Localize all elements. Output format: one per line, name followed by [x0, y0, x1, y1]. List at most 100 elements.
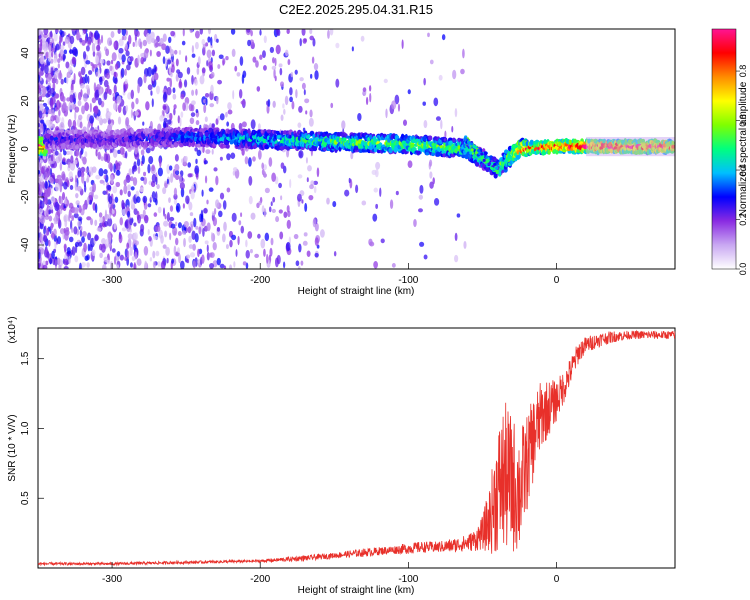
spectrogram-noise-cell: [230, 29, 236, 35]
spectrogram-noise-cell: [57, 63, 61, 69]
spectrogram-noise-cell: [119, 189, 123, 196]
spectrogram-noise-cell: [280, 114, 284, 121]
spectrogram-signal-cell: [387, 142, 391, 146]
spectrogram-noise-cell: [423, 254, 428, 260]
spectrogram-noise-cell: [74, 174, 78, 185]
spectrogram-noise-cell: [51, 209, 54, 214]
spectrogram-noise-cell: [196, 67, 200, 75]
spectrogram-noise-cell: [289, 87, 293, 96]
spectrogram-noise-cell: [136, 196, 141, 203]
spectrogram-noise-cell: [309, 35, 315, 41]
spectrogram-noise-cell: [154, 42, 160, 48]
spectrogram-noise-cell: [170, 223, 176, 229]
spectrogram-noise-cell: [60, 204, 64, 211]
spectrogram-noise-cell: [275, 216, 280, 223]
spectrogram-signal-cell: [438, 139, 442, 144]
spectrogram-noise-cell: [73, 213, 79, 219]
spectrogram-noise-cell: [74, 111, 77, 121]
spectrogram-noise-cell: [120, 67, 125, 78]
spectrogram-noise-cell: [263, 164, 267, 171]
y-tick-label: 1.0: [20, 421, 31, 435]
spectrogram-noise-cell: [57, 178, 63, 185]
spectrogram-noise-cell: [109, 65, 113, 72]
spectrogram-noise-cell: [212, 216, 218, 227]
spectrogram-noise-cell: [91, 33, 94, 44]
spectrogram-noise-cell: [59, 182, 63, 193]
spectrogram-noise-cell: [463, 240, 467, 249]
spectrogram-noise-cell: [119, 254, 124, 261]
spectrogram-noise-cell: [78, 241, 83, 247]
spectrogram-noise-cell: [186, 258, 189, 264]
spectrogram-noise-cell: [74, 181, 78, 192]
spectrogram-noise-cell: [86, 196, 90, 205]
spectrogram-noise-cell: [152, 250, 156, 259]
spectrogram-noise-cell: [296, 193, 302, 202]
spectrogram-noise-cell: [435, 116, 441, 121]
y-tick-label: 0: [20, 146, 31, 152]
spectrogram-noise-cell: [192, 243, 196, 251]
spectrogram-noise-cell: [274, 57, 277, 67]
spectrogram-signal-cell: [547, 150, 551, 155]
spectrogram-noise-cell: [54, 258, 58, 269]
spectrogram-noise-cell: [329, 29, 334, 36]
spectrogram-noise-cell: [38, 60, 41, 70]
x-tick-label: -200: [250, 275, 270, 286]
spectrogram-noise-cell: [226, 121, 230, 127]
spectrogram-signal-cell: [452, 137, 456, 143]
spectrogram-noise-cell: [212, 242, 217, 251]
spectrogram-noise-cell: [166, 257, 169, 264]
spectrogram-noise-cell: [59, 196, 64, 205]
spectrogram-noise-cell: [454, 254, 459, 263]
spectrogram-noise-cell: [130, 176, 134, 182]
spectrogram-noise-cell: [104, 213, 110, 220]
spectrogram-signal-cell: [273, 134, 278, 140]
spectrogram-noise-cell: [413, 218, 417, 228]
spectrogram-noise-cell: [241, 73, 245, 84]
spectrogram-noise-cell: [170, 71, 173, 78]
spectrogram-signal-cell: [474, 161, 480, 167]
spectrogram-noise-cell: [302, 38, 307, 44]
spectrogram-noise-cell: [194, 41, 199, 50]
spectrogram-noise-cell: [198, 226, 202, 235]
spectrogram-noise-cell: [112, 149, 118, 158]
spectrogram-noise-cell: [140, 223, 145, 233]
spectrogram-noise-cell: [190, 189, 195, 200]
snr-y-ticks: 0.51.01.5: [20, 351, 44, 505]
spectrogram-noise-cell: [141, 155, 145, 165]
spectrogram-signal-cell: [480, 152, 484, 156]
spectrogram-noise-cell: [93, 194, 99, 200]
spectrogram-noise-cell: [50, 222, 54, 231]
spectrogram-noise-cell: [303, 89, 306, 96]
spectrogram-noise-cell: [374, 169, 379, 178]
spectrogram-noise-cell: [210, 36, 213, 46]
spectrogram-noise-cell: [209, 252, 213, 258]
spectrogram-noise-cell: [92, 182, 96, 193]
spectrogram-noise-cell: [397, 103, 401, 112]
spectrogram-noise-cell: [264, 187, 270, 194]
spectrogram-noise-cell: [287, 59, 291, 66]
spectrogram-signal-cell: [164, 128, 168, 133]
spectrogram-noise-cell: [62, 157, 66, 163]
spectrogram-noise-cell: [168, 36, 172, 44]
spectrogram-noise-cell: [56, 99, 61, 110]
spectrogram-noise-cell: [219, 192, 225, 200]
spectrogram-noise-cell: [217, 79, 222, 85]
spectrogram-noise-cell: [183, 220, 189, 228]
spectrogram-noise-cell: [100, 156, 104, 162]
spectrogram-noise-cell: [111, 248, 116, 253]
spectrogram-noise-cell: [227, 109, 233, 115]
spectrogram-noise-cell: [232, 170, 236, 176]
spectrogram-signal-cell: [493, 162, 497, 166]
spectrogram-noise-cell: [256, 86, 261, 92]
spectrogram-noise-cell: [170, 173, 174, 184]
spectrogram-noise-cell: [333, 251, 337, 257]
spectrogram-noise-cell: [194, 78, 198, 86]
spectrogram-noise-cell: [394, 94, 400, 105]
spectrogram-noise-cell: [310, 73, 313, 79]
spectrogram-noise-cell: [94, 219, 98, 227]
spectrogram-noise-cell: [81, 236, 85, 243]
spectrogram-noise-cell: [191, 89, 195, 96]
spectrogram-noise-cell: [313, 180, 319, 186]
spectrogram-noise-cell: [264, 232, 270, 242]
spectrogram-noise-cell: [181, 230, 187, 235]
